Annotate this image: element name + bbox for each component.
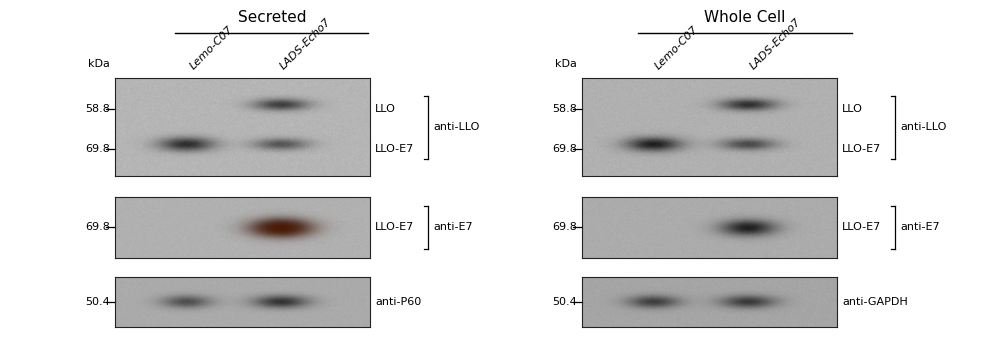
- Text: LADS-Echo7: LADS-Echo7: [278, 16, 333, 71]
- Text: 58.8: 58.8: [552, 104, 577, 115]
- Text: LLO-E7: LLO-E7: [842, 222, 881, 233]
- Text: anti-LLO: anti-LLO: [433, 122, 479, 132]
- Text: 50.4: 50.4: [552, 297, 577, 307]
- Text: LLO-E7: LLO-E7: [375, 222, 414, 233]
- Text: LLO-E7: LLO-E7: [375, 144, 414, 154]
- Text: kDa: kDa: [88, 59, 110, 69]
- Text: 69.8: 69.8: [85, 222, 110, 233]
- Text: anti-GAPDH: anti-GAPDH: [842, 297, 908, 307]
- Text: Lemo-C07: Lemo-C07: [188, 24, 235, 71]
- Text: Secreted: Secreted: [238, 10, 306, 25]
- Text: kDa: kDa: [555, 59, 577, 69]
- Text: LLO: LLO: [842, 104, 863, 115]
- Text: 69.8: 69.8: [552, 144, 577, 154]
- Text: 69.8: 69.8: [552, 222, 577, 233]
- Text: anti-E7: anti-E7: [433, 222, 473, 233]
- Text: 69.8: 69.8: [85, 144, 110, 154]
- Text: anti-P60: anti-P60: [375, 297, 421, 307]
- Text: 58.8: 58.8: [85, 104, 110, 115]
- Text: LLO-E7: LLO-E7: [842, 144, 881, 154]
- Text: 50.4: 50.4: [85, 297, 110, 307]
- Text: anti-LLO: anti-LLO: [900, 122, 946, 132]
- Text: Whole Cell: Whole Cell: [704, 10, 786, 25]
- Text: LLO: LLO: [375, 104, 396, 115]
- Text: LADS-Echo7: LADS-Echo7: [748, 16, 803, 71]
- Text: anti-E7: anti-E7: [900, 222, 940, 233]
- Text: Lemo-C07: Lemo-C07: [653, 24, 700, 71]
